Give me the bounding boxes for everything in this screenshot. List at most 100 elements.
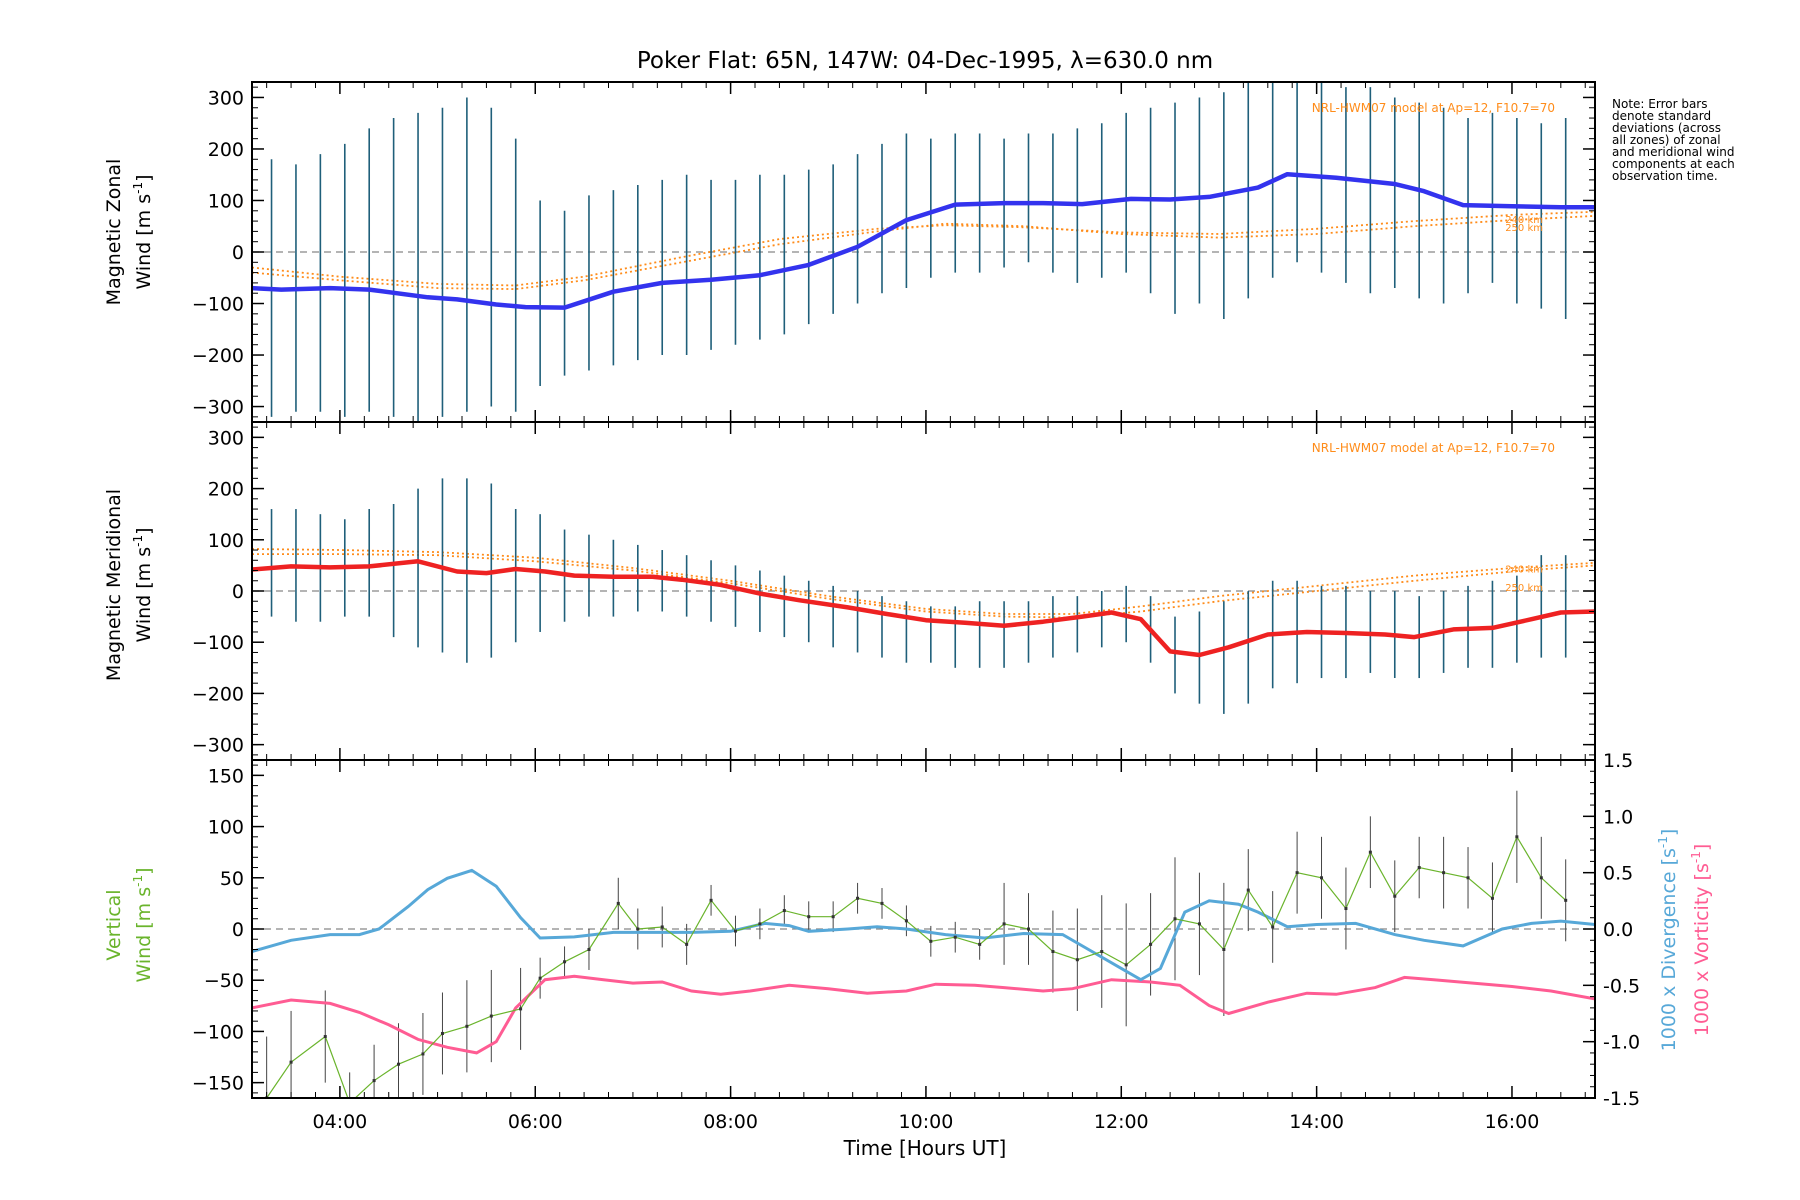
vertical-wind-point bbox=[807, 915, 811, 919]
vertical-wind-point bbox=[1442, 871, 1446, 875]
y2-tick-label: 1.5 bbox=[1603, 750, 1633, 772]
vorticity-line bbox=[252, 974, 1595, 1055]
note-line: all zones) of zonal bbox=[1612, 133, 1721, 147]
vertical-wind-point bbox=[397, 1062, 401, 1066]
divergence-line bbox=[252, 868, 1595, 982]
vertical-wind-point bbox=[1002, 922, 1006, 926]
y-tick-label: 300 bbox=[208, 427, 244, 449]
x-tick-label: 12:00 bbox=[1094, 1111, 1149, 1133]
x-tick-label: 04:00 bbox=[313, 1111, 368, 1133]
note-line: components at each bbox=[1612, 157, 1735, 171]
panel-meridional: NRL-HWM07 model at Ap=12, F10.7=70 240 km… bbox=[192, 421, 1596, 761]
y-tick-label: 100 bbox=[208, 817, 244, 839]
ylabel-meridional-line2: Wind [m s-1] bbox=[131, 527, 155, 642]
y-tick-label: −150 bbox=[192, 1073, 244, 1095]
vertical-wind-point bbox=[440, 1031, 444, 1035]
vertical-wind-point bbox=[880, 901, 884, 905]
x-axis-label: Time [Hours UT] bbox=[843, 1136, 1007, 1160]
y-tick-label: 150 bbox=[208, 765, 244, 787]
y-tick-label: 200 bbox=[208, 479, 244, 501]
note-text: Note: Error bars denote standard deviation… bbox=[1612, 97, 1735, 183]
plot-area-vertical bbox=[252, 790, 1595, 1098]
vertical-wind-point bbox=[1344, 907, 1348, 911]
y2-tick-label: -0.5 bbox=[1603, 975, 1640, 997]
vertical-wind-point bbox=[323, 1035, 327, 1039]
vertical-wind-point bbox=[1564, 898, 1568, 902]
vertical-wind-point bbox=[465, 1024, 469, 1028]
chart-title: Poker Flat: 65N, 147W: 04-Dec-1995, λ=63… bbox=[637, 48, 1213, 74]
meridional-wind-line bbox=[252, 559, 1595, 658]
vertical-wind-point bbox=[733, 929, 737, 933]
ylabel-zonal-line1: Magnetic Zonal bbox=[103, 159, 125, 306]
vertical-wind-point bbox=[421, 1052, 425, 1056]
vertical-wind-point bbox=[953, 935, 957, 939]
vertical-wind-point bbox=[685, 942, 689, 946]
vertical-wind-point bbox=[1075, 958, 1079, 962]
vertical-wind-point bbox=[1026, 927, 1030, 931]
vertical-wind-point bbox=[1368, 850, 1372, 854]
y2-tick-label: -1.5 bbox=[1603, 1088, 1640, 1110]
vertical-wind-point bbox=[538, 976, 542, 980]
vertical-wind-point bbox=[660, 925, 664, 929]
model-label: NRL-HWM07 model at Ap=12, F10.7=70 bbox=[1312, 441, 1555, 455]
panel-zonal: NRL-HWM07 model at Ap=12, F10.7=70 240 km… bbox=[192, 81, 1596, 423]
x-tick-label: 16:00 bbox=[1485, 1111, 1540, 1133]
plot-area-meridional bbox=[252, 478, 1595, 714]
x-tick-label: 10:00 bbox=[899, 1111, 954, 1133]
model-alt-label: 240 km bbox=[1505, 215, 1543, 226]
x-tick-label: 08:00 bbox=[703, 1111, 758, 1133]
vertical-wind-point bbox=[978, 942, 982, 946]
vertical-wind-point bbox=[489, 1014, 493, 1018]
x-tick-label: 14:00 bbox=[1289, 1111, 1344, 1133]
y-tick-label: −50 bbox=[204, 970, 244, 992]
model-line bbox=[252, 548, 1595, 615]
vertical-wind-point bbox=[519, 1007, 523, 1011]
y-tick-label: −300 bbox=[192, 735, 244, 757]
vertical-wind-point bbox=[1393, 894, 1397, 898]
vertical-wind-point bbox=[587, 947, 591, 951]
note-line: observation time. bbox=[1612, 169, 1718, 183]
y-tick-label: −100 bbox=[192, 632, 244, 654]
vertical-wind-point bbox=[563, 960, 567, 964]
vertical-wind-point bbox=[1051, 950, 1055, 954]
y2label-vorticity: 1000 x Vorticity [s-1] bbox=[1689, 844, 1713, 1037]
y-tick-label: 0 bbox=[232, 242, 244, 264]
y2-tick-label: -1.0 bbox=[1603, 1032, 1640, 1054]
ylabel-vertical-line2: Wind [m s-1] bbox=[131, 867, 155, 982]
y-tick-label: 0 bbox=[232, 581, 244, 603]
note-line: deviations (across bbox=[1612, 121, 1721, 135]
ylabel-vertical-line1: Vertical bbox=[103, 889, 125, 960]
vertical-wind-point bbox=[1515, 835, 1519, 839]
vertical-wind-point bbox=[1490, 896, 1494, 900]
ylabel-zonal-line2: Wind [m s-1] bbox=[131, 174, 155, 289]
note-line: Note: Error bars bbox=[1612, 97, 1707, 111]
y-tick-label: −200 bbox=[192, 345, 244, 367]
vertical-wind-point bbox=[709, 898, 713, 902]
vertical-wind-point bbox=[636, 927, 640, 931]
panel-vertical: 1.5 1.0 0.5 0.0 -0.5 -1.0 -1.5 150 100 50 0 −50 −100… bbox=[192, 750, 1640, 1110]
model-alt-label: 240 km bbox=[1505, 565, 1543, 576]
vertical-wind-point bbox=[1173, 917, 1177, 921]
y2-tick-label: 0.0 bbox=[1603, 919, 1633, 941]
model-label: NRL-HWM07 model at Ap=12, F10.7=70 bbox=[1312, 101, 1555, 115]
vertical-wind-point bbox=[372, 1079, 376, 1083]
model-line bbox=[252, 215, 1595, 291]
x-tick-label: 06:00 bbox=[508, 1111, 563, 1133]
vertical-wind-point bbox=[758, 922, 762, 926]
plot-area-zonal bbox=[252, 82, 1595, 422]
vertical-wind-point bbox=[1124, 963, 1128, 967]
model-alt-label: 250 km bbox=[1505, 583, 1543, 594]
vertical-wind-point bbox=[782, 909, 786, 913]
model-alt-label: 250 km bbox=[1505, 223, 1543, 234]
y-tick-label: 300 bbox=[208, 87, 244, 109]
vertical-wind-point bbox=[1320, 876, 1324, 880]
y2-tick-label: 1.0 bbox=[1603, 806, 1633, 828]
vertical-wind-point bbox=[289, 1060, 293, 1064]
vertical-wind-point bbox=[904, 919, 908, 923]
y-tick-label: −100 bbox=[192, 1021, 244, 1043]
y-tick-label: 50 bbox=[220, 868, 244, 890]
vertical-wind-point bbox=[831, 915, 835, 919]
vertical-wind-point bbox=[1417, 866, 1421, 870]
vertical-wind-point bbox=[1539, 876, 1543, 880]
